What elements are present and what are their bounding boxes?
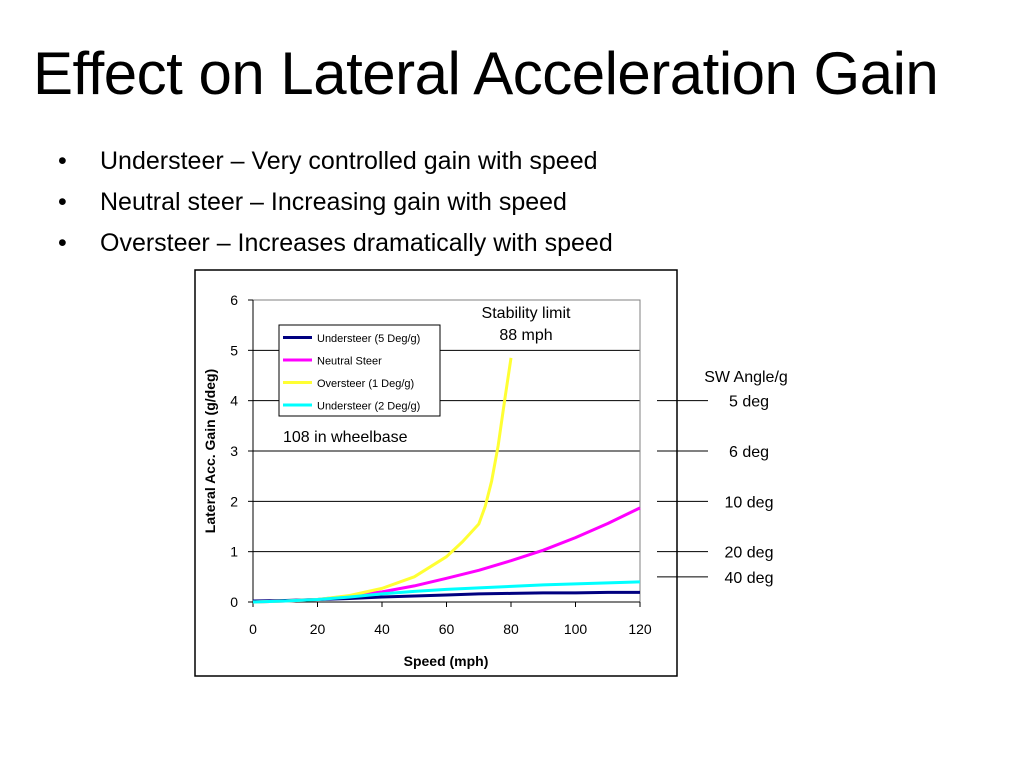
y-tick-label: 5: [230, 342, 238, 358]
x-tick-label: 100: [564, 621, 588, 637]
x-tick-label: 80: [503, 621, 519, 637]
x-tick-label: 20: [310, 621, 326, 637]
stability-limit-speed: 88 mph: [499, 327, 552, 344]
sw-angle-ref-label: 20 deg: [725, 545, 774, 562]
bullet-item: • Neutral steer – Increasing gain with sp…: [58, 182, 613, 223]
wheelbase-label: 108 in wheelbase: [283, 429, 408, 446]
legend-entry: Understeer (2 Deg/g): [317, 401, 420, 413]
bullet-dot: •: [58, 188, 67, 216]
sw-angle-header: SW Angle/g: [704, 369, 788, 386]
y-tick-label: 2: [230, 493, 238, 509]
y-tick-label: 4: [230, 393, 238, 409]
sw-angle-ref-label: 6 deg: [729, 444, 769, 461]
stability-limit-label: Stability limit: [482, 305, 571, 322]
x-tick-label: 0: [249, 621, 257, 637]
sw-angle-ref-label: 40 deg: [725, 570, 774, 587]
bullet-text: Oversteer – Increases dramatically with …: [100, 229, 613, 257]
sw-angle-references: 5 deg 6 deg 10 deg 20 deg 40 deg: [657, 394, 773, 587]
bullet-list: • Understeer – Very controlled gain with …: [58, 141, 613, 264]
legend: Understeer (5 Deg/g) Neutral Steer Overs…: [278, 324, 441, 417]
y-axis-label: Lateral Acc. Gain (g/deg): [202, 369, 218, 533]
legend-box: [278, 324, 441, 417]
series-group: [252, 357, 641, 604]
series-line: [252, 580, 641, 604]
y-axis: 0 1 2 3 4 5 6: [230, 292, 254, 610]
slide-title: Effect on Lateral Acceleration Gain: [33, 40, 939, 107]
y-tick-label: 0: [230, 594, 238, 610]
y-tick-label: 6: [230, 292, 238, 308]
y-tick-label: 1: [230, 544, 238, 560]
x-axis: 0 20 40 60 80 100 120: [249, 601, 652, 637]
bullet-dot: •: [58, 229, 67, 257]
sw-angle-ref-label: 5 deg: [729, 394, 769, 411]
x-tick-label: 60: [439, 621, 455, 637]
x-axis-label: Speed (mph): [404, 653, 489, 669]
y-tick-label: 3: [230, 443, 238, 459]
x-tick-label: 40: [374, 621, 390, 637]
bullet-text: Neutral steer – Increasing gain with spe…: [100, 188, 567, 216]
sw-angle-ref-label: 10 deg: [725, 494, 774, 511]
bullet-text: Understeer – Very controlled gain with s…: [100, 147, 598, 175]
legend-entry: Understeer (5 Deg/g): [317, 333, 420, 345]
bullet-item: • Oversteer – Increases dramatically with…: [58, 223, 613, 264]
bullet-item: • Understeer – Very controlled gain with …: [58, 141, 613, 182]
x-tick-label: 120: [628, 621, 652, 637]
legend-entry: Neutral Steer: [317, 356, 382, 368]
legend-entry: Oversteer (1 Deg/g): [317, 378, 414, 390]
bullet-dot: •: [58, 147, 67, 175]
